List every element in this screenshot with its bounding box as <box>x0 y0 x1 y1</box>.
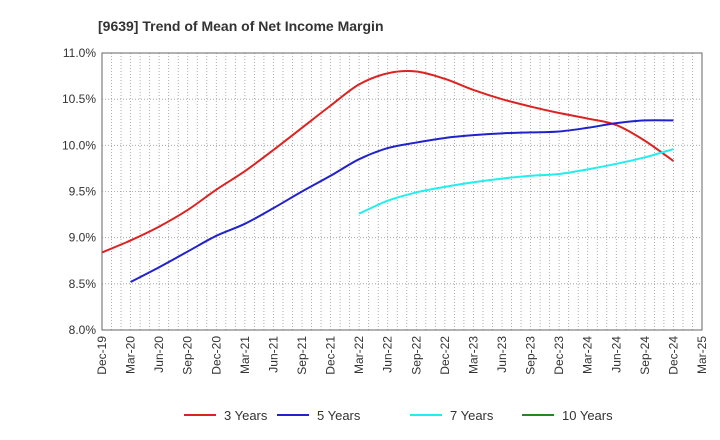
legend-label-3-years: 3 Years <box>224 408 268 423</box>
x-tick-label: Jun-21 <box>266 336 280 373</box>
x-tick-label: Mar-21 <box>238 336 252 374</box>
y-tick-label: 9.0% <box>69 231 97 245</box>
x-tick-label: Dec-22 <box>438 336 452 375</box>
x-tick-label: Sep-24 <box>638 336 652 375</box>
x-tick-label: Jun-20 <box>152 336 166 373</box>
x-tick-label: Mar-25 <box>695 336 709 374</box>
x-tick-label: Jun-23 <box>495 336 509 373</box>
legend-label-7-years: 7 Years <box>450 408 494 423</box>
x-tick-label: Dec-20 <box>209 336 223 375</box>
x-tick-label: Sep-20 <box>181 336 195 375</box>
x-tick-label: Dec-21 <box>324 336 338 375</box>
legend: 3 Years 5 Years 7 Years 10 Years <box>184 408 613 423</box>
x-tick-label: Mar-23 <box>466 336 480 374</box>
x-tick-label: Sep-23 <box>524 336 538 375</box>
x-tick-label: Jun-22 <box>381 336 395 373</box>
plot-frame <box>101 52 703 331</box>
y-tick-label: 10.5% <box>62 92 96 106</box>
x-tick-label: Dec-24 <box>666 336 680 375</box>
axes: 8.0% 8.5% 9.0% 9.5% 10.0% 10.5% 11.0% Dec-19 Mar… <box>62 46 709 375</box>
chart-title: [9639] Trend of Mean of Net Income Margi… <box>98 18 384 34</box>
grid <box>101 52 703 331</box>
y-tick-label: 10.0% <box>62 138 96 152</box>
x-tick-label: Sep-21 <box>295 336 309 375</box>
y-tick-label: 8.5% <box>69 277 97 291</box>
x-tick-label: Dec-19 <box>95 336 109 375</box>
y-tick-label: 11.0% <box>63 46 96 60</box>
x-tick-label: Mar-22 <box>352 336 366 374</box>
x-tick-label: Sep-22 <box>409 336 423 375</box>
x-tick-label: Dec-23 <box>552 336 566 375</box>
series-lines <box>101 70 675 283</box>
series-line-7-years <box>358 148 674 215</box>
y-tick-label: 9.5% <box>69 185 97 199</box>
series-line-5-years <box>130 119 674 283</box>
x-tick-label: Mar-20 <box>124 336 138 374</box>
x-tick-label: Mar-24 <box>581 336 595 374</box>
series-line-3-years <box>101 70 675 254</box>
x-tick-label: Jun-24 <box>609 336 623 373</box>
y-tick-label: 8.0% <box>69 323 97 337</box>
legend-label-10-years: 10 Years <box>562 408 613 423</box>
legend-label-5-years: 5 Years <box>317 408 361 423</box>
